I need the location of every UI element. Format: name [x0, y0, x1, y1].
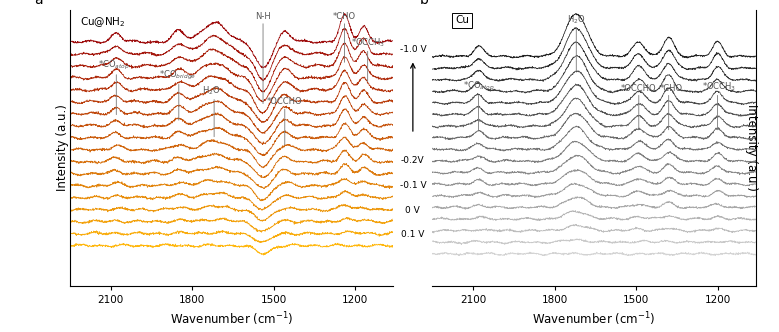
Text: a: a — [34, 0, 43, 7]
Text: -0.2V: -0.2V — [401, 156, 425, 165]
X-axis label: Wavenumber (cm$^{-1}$): Wavenumber (cm$^{-1}$) — [170, 310, 294, 328]
Text: -0.1 V: -0.1 V — [400, 181, 426, 190]
Text: *OCCH$_3$: *OCCH$_3$ — [351, 36, 385, 48]
Text: *CO$_{bridge}$: *CO$_{bridge}$ — [159, 68, 196, 82]
Text: *OCCH$_3$: *OCCH$_3$ — [702, 80, 736, 93]
Text: *CO$_{atop}$: *CO$_{atop}$ — [97, 59, 129, 72]
Text: -1.0 V: -1.0 V — [400, 45, 426, 54]
Text: N-H: N-H — [256, 12, 271, 21]
Text: 0 V: 0 V — [406, 206, 420, 214]
Text: Cu: Cu — [455, 16, 469, 26]
Text: b: b — [419, 0, 428, 7]
Text: *CHO: *CHO — [333, 12, 356, 21]
Text: Cu@NH$_2$: Cu@NH$_2$ — [79, 16, 125, 29]
X-axis label: Wavenumber (cm$^{-1}$): Wavenumber (cm$^{-1}$) — [532, 310, 656, 328]
Text: *OCCHO: *OCCHO — [267, 97, 302, 107]
Text: 0.1 V: 0.1 V — [401, 230, 425, 239]
Text: *OCCHO: *OCCHO — [621, 84, 657, 93]
Text: H$_2$O: H$_2$O — [567, 14, 586, 27]
Text: *CO$_{atop}$: *CO$_{atop}$ — [463, 80, 495, 93]
Y-axis label: Intensity (a.u.): Intensity (a.u.) — [746, 104, 759, 191]
Text: H$_2$O: H$_2$O — [203, 84, 220, 97]
Y-axis label: Intensity (a.u.): Intensity (a.u.) — [56, 104, 69, 191]
Text: *CHO: *CHO — [660, 84, 683, 93]
